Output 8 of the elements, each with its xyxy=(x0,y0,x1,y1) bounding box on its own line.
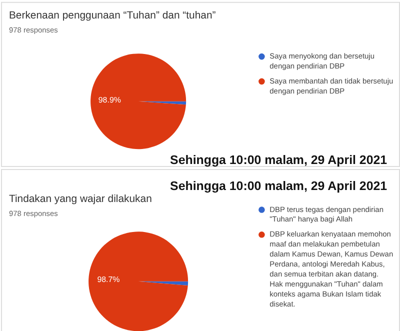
data-label: 98.7% xyxy=(97,275,120,284)
chart-title: Berkenaan penggunaan “Tuhan” dan “tuhan” xyxy=(8,10,216,22)
data-label: 98.9% xyxy=(98,95,121,104)
text: Sehingga 10:00 malam, 29 April 2021 xyxy=(170,153,388,168)
pie-slice xyxy=(88,232,188,331)
pie-slice xyxy=(90,54,186,150)
text: Sehingga 10:00 malam, 29 April 2021 xyxy=(170,178,388,193)
chart-title: Tindakan yang wajar dilakukan xyxy=(8,194,152,205)
